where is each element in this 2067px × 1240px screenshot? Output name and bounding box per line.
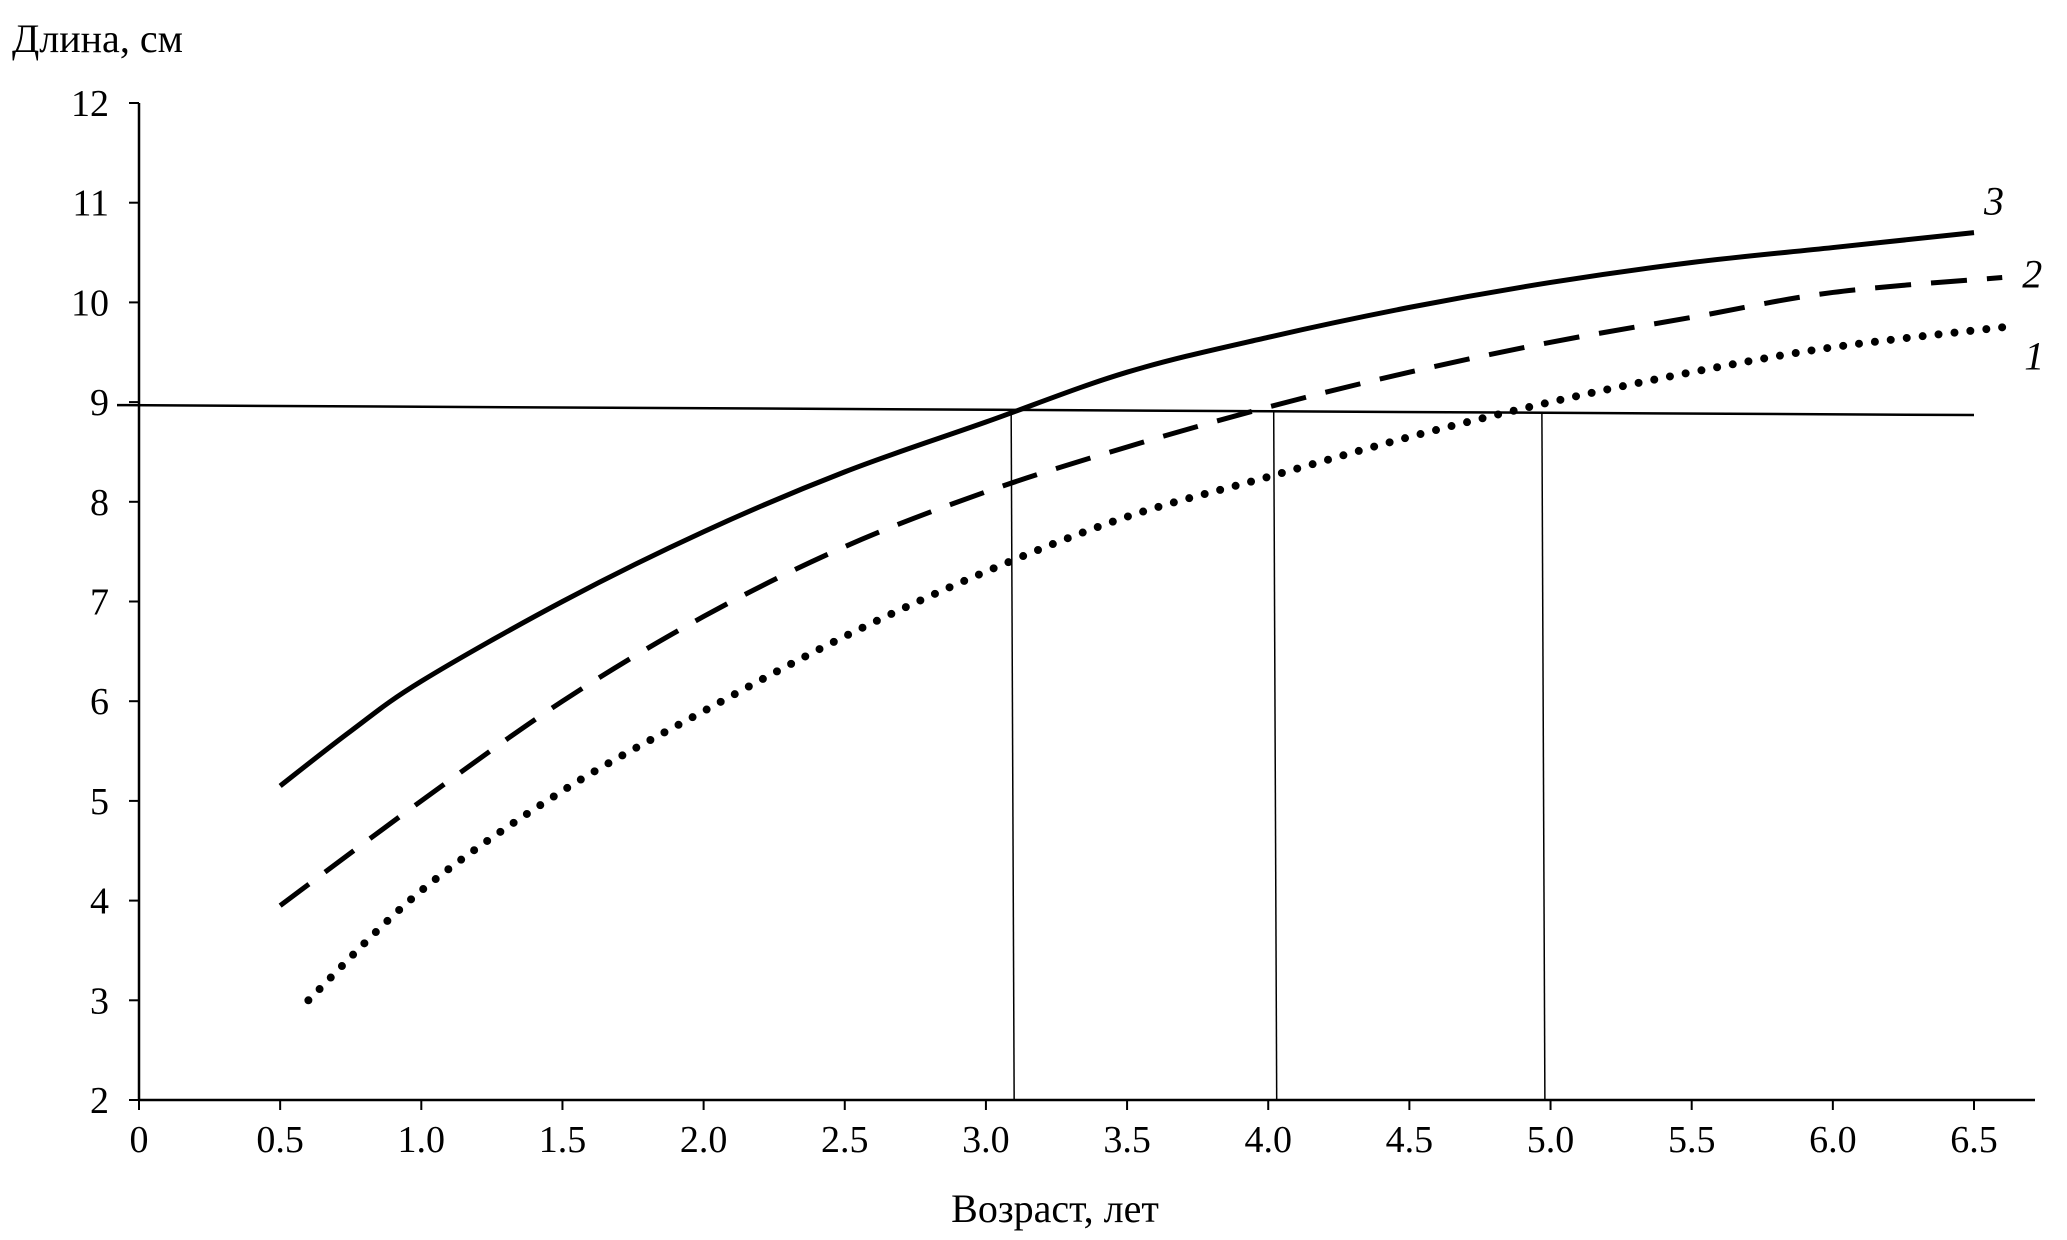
x-tick-label: 5.5 [1668, 1119, 1716, 1161]
y-tick-label: 8 [90, 482, 109, 524]
x-tick-label: 3.5 [1103, 1119, 1151, 1161]
x-tick-label: 0 [130, 1119, 149, 1161]
series-3-label: 3 [1983, 179, 2004, 224]
series-3-line [278, 230, 1975, 788]
y-tick-label: 5 [90, 781, 109, 823]
x-tick-label: 0.5 [256, 1119, 304, 1161]
drop-line [1272, 411, 1278, 1101]
x-tick-label: 4.0 [1244, 1119, 1292, 1161]
x-tick-label: 1.5 [539, 1119, 587, 1161]
series-1-label: 1 [2024, 333, 2044, 378]
drop-line [1010, 409, 1015, 1101]
y-tick-label: 4 [90, 881, 109, 923]
y-tick-label: 9 [90, 382, 109, 424]
series-1-line [304, 323, 2007, 1005]
y-tick-label: 12 [71, 83, 109, 125]
x-tick-label: 5.0 [1527, 1119, 1575, 1161]
y-tick-label: 7 [90, 582, 109, 624]
threshold-line [116, 403, 1975, 417]
x-tick-label: 3.0 [962, 1119, 1010, 1161]
x-tick-label: 6.0 [1809, 1119, 1857, 1161]
drop-line [1541, 412, 1546, 1101]
y-tick-label: 11 [72, 183, 109, 225]
x-tick-label: 6.5 [1950, 1119, 1998, 1161]
y-tick-label: 10 [71, 282, 109, 324]
y-tick-label: 3 [90, 980, 109, 1022]
x-axis-label: Возраст, лет [951, 1186, 1159, 1231]
y-tick-label: 2 [90, 1080, 109, 1122]
series-2-label: 2 [2022, 251, 2042, 296]
x-tick-label: 4.5 [1386, 1119, 1434, 1161]
x-tick-label: 2.0 [680, 1119, 728, 1161]
y-tick-label: 6 [90, 681, 109, 723]
x-tick-label: 1.0 [398, 1119, 446, 1161]
y-axis-label: Длина, см [12, 16, 183, 61]
series-2-line [278, 274, 2003, 908]
x-tick-label: 2.5 [821, 1119, 869, 1161]
